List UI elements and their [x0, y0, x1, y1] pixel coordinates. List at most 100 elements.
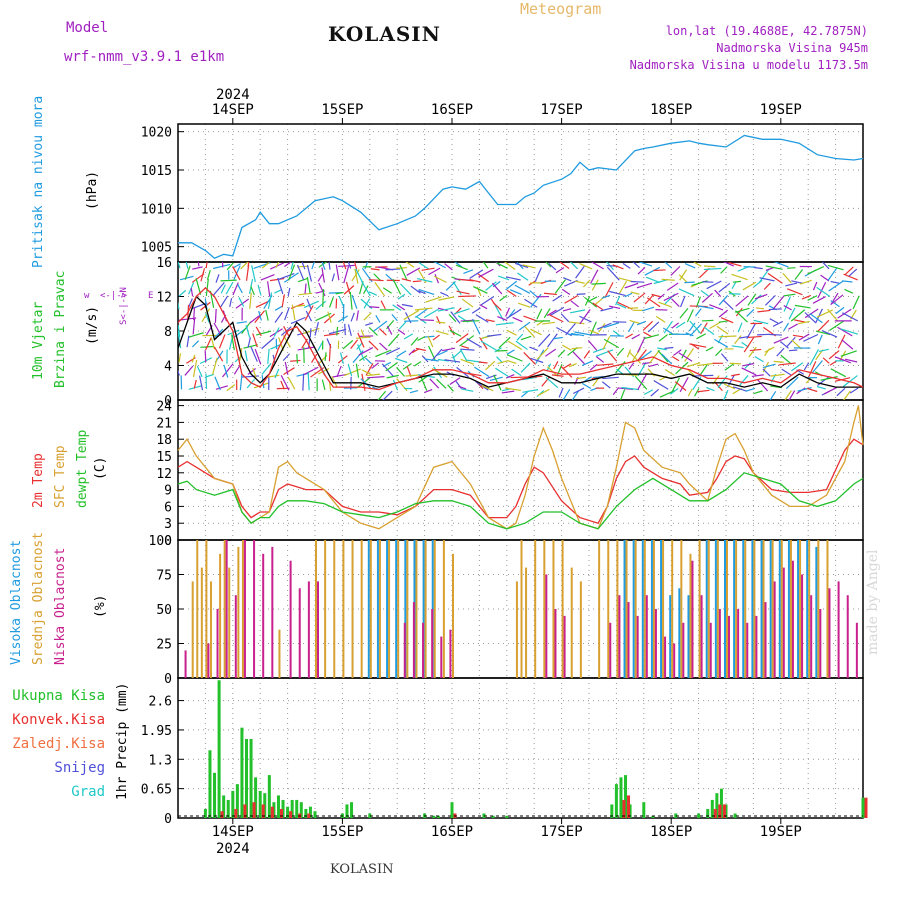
day-label-top: 14SEP [212, 102, 254, 118]
wind-arrow [643, 389, 654, 396]
wind-arrow [306, 276, 311, 294]
wind-arrow [653, 380, 669, 390]
wind-arrow [561, 288, 571, 295]
wind-arrow [583, 279, 591, 288]
wind-arrow [410, 285, 421, 294]
wind-arrow [583, 376, 592, 383]
bar-cloud [806, 540, 809, 678]
bar-cloud [520, 540, 523, 678]
wind-arrow [734, 335, 742, 345]
bar-precip [308, 806, 312, 818]
ytick-label-cloud: 50 [156, 603, 172, 618]
wind-arrow [600, 307, 614, 312]
wind-arrow [709, 304, 724, 311]
wind-arrow [373, 273, 381, 281]
bar-cloud [705, 540, 708, 678]
wind-arrow [570, 309, 586, 314]
bar-cloud [828, 588, 831, 678]
wind-arrow [375, 314, 381, 323]
wind-arrow [225, 282, 234, 295]
bar-precip [203, 808, 207, 818]
wind-arrow [419, 374, 428, 391]
wind-arrow [807, 361, 817, 378]
wind-arrow [448, 325, 455, 336]
wind-arrow [646, 297, 661, 308]
wind-arrow [684, 281, 695, 284]
day-label-bottom: 17SEP [541, 824, 583, 840]
pressure-unit: (hPa) [85, 171, 100, 210]
wind-arrow [291, 304, 296, 321]
bar-cloud [636, 615, 639, 678]
wind-arrow [280, 380, 285, 390]
bar-cloud [369, 540, 372, 678]
bar-cloud [634, 540, 637, 678]
wind-arrow [545, 376, 559, 389]
wind-arrow [696, 333, 707, 340]
wind-arrow [723, 299, 734, 310]
precip-legend-4: Grad [71, 784, 105, 800]
wind-arrow [627, 307, 639, 309]
bar-cloud [698, 540, 701, 678]
wind-arrow [510, 376, 529, 379]
wind-arrow [701, 319, 714, 322]
wind-arrow [542, 321, 556, 325]
wind-arrow [275, 262, 280, 268]
bar-cloud [817, 540, 820, 678]
wind-arrow [367, 376, 385, 379]
wind-arrow [317, 342, 323, 351]
wind-arrow [548, 262, 557, 271]
bar-cloud [234, 595, 237, 678]
bar-cloud [403, 622, 406, 678]
wind-arrow [485, 281, 497, 291]
wind-arrow [374, 282, 386, 297]
wind-arrow [347, 324, 352, 336]
wind-arrow [479, 337, 488, 350]
wind-arrow [790, 309, 806, 322]
wind-arrow [581, 382, 592, 390]
wind-arrow [368, 327, 378, 336]
ytick-label-temperature: 9 [164, 484, 172, 499]
wind-arrow [671, 322, 680, 329]
wind-arrow [769, 318, 779, 324]
wind-arrow [579, 263, 593, 270]
bar-cloud [797, 540, 800, 678]
wind-arrow [731, 345, 744, 349]
wind-arrow [418, 288, 435, 296]
wind-arrow [324, 352, 327, 362]
wind-arrow [267, 348, 270, 364]
wind-arrow [765, 294, 776, 306]
bar-precip [624, 775, 628, 818]
wind-arrow [402, 363, 412, 370]
wind-arrow [727, 374, 736, 388]
wind-arrow [494, 347, 502, 353]
wind-arrow [718, 282, 731, 293]
wind-arrow [309, 328, 312, 338]
wind-arrow [196, 365, 203, 378]
wind-arrow [768, 308, 782, 311]
wind-arrow [306, 264, 313, 282]
precip-legend-0: Ukupna Kisa [12, 688, 105, 704]
wind-arrow [664, 262, 673, 269]
wind-arrow [284, 361, 289, 376]
bar-cloud [315, 540, 317, 678]
wind-arrow [618, 280, 628, 295]
wind-arrow [693, 388, 700, 397]
bar-precip [491, 815, 495, 818]
wind-arrow [355, 268, 364, 284]
wind-arrow [321, 379, 326, 391]
wind-arrow [637, 336, 646, 353]
wind-arrow [630, 291, 640, 295]
wind-arrow [731, 373, 740, 377]
bar-cloud [376, 540, 379, 678]
wind-arrow [608, 305, 621, 309]
series-line-temperature [177, 472, 864, 530]
bar-cloud [616, 540, 619, 678]
wind-arrow [703, 265, 716, 268]
wind-arrow [223, 364, 229, 378]
wind-arrow [497, 360, 509, 365]
bar-cloud [561, 540, 564, 678]
wind-arrow [238, 297, 245, 307]
wind-arrow [425, 335, 435, 338]
wind-arrow [735, 307, 750, 313]
wind-arrow [545, 262, 552, 268]
